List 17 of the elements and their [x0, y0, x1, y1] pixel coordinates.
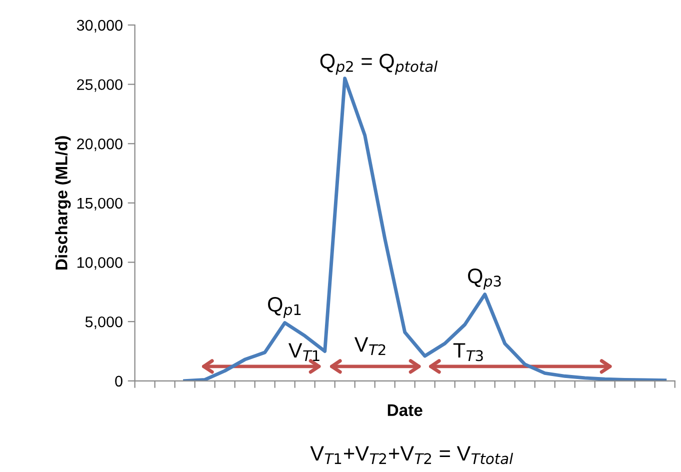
y-tick-label: 25,000	[77, 79, 122, 92]
y-tick-label: 5,000	[85, 316, 122, 330]
annotation: Q$_{p1}$	[268, 296, 301, 318]
annotation: V$_{T1}$	[288, 343, 320, 361]
y-tick-label: 30,000	[76, 20, 122, 33]
y-axis-title: Discharge (ML/d)	[55, 136, 71, 270]
y-tick-label: 0	[115, 376, 122, 387]
line-series	[183, 76, 667, 381]
y-tick-label: 10,000	[77, 257, 122, 270]
y-tick-label: 15,000	[77, 198, 122, 210]
text: V$_{T1}$+V$_{T2}$+V$_{T2}$ = V$_{Ttotal}$	[310, 446, 514, 464]
annotation: Q$_{p2}$ = Q$_{ptotal}$	[320, 54, 438, 75]
annotation: Q$_{p3}$	[468, 268, 501, 290]
y-tick-label: 20,000	[77, 138, 122, 152]
annotation: V$_{T2}$	[354, 337, 386, 356]
annotation: T$_{T3}$	[453, 343, 483, 362]
x-axis-title: Date	[388, 404, 422, 416]
